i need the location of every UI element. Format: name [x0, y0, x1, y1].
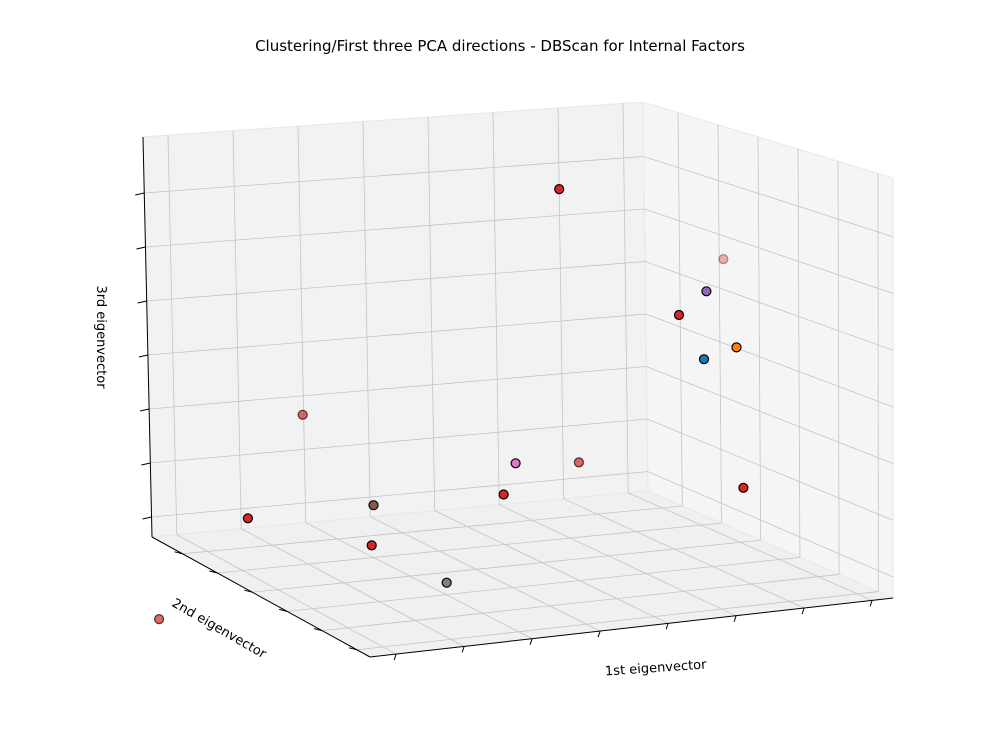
x-gridline-back — [622, 103, 629, 493]
y-gridline-floor — [252, 539, 761, 593]
scatter-point — [368, 500, 379, 511]
x-tick — [733, 615, 737, 622]
y-gridline-floor — [182, 505, 683, 555]
scatter-point — [731, 342, 742, 353]
scatter-point — [554, 184, 565, 195]
chart-panes — [142, 101, 895, 658]
x-tick — [869, 600, 873, 607]
x-gridline-floor — [241, 528, 465, 647]
y-gridline-floor — [321, 574, 840, 631]
scatter-point — [297, 409, 308, 420]
y-axis-label: 2nd eigenvector — [169, 596, 269, 662]
x-gridline-back — [427, 117, 436, 511]
z-gridline — [151, 471, 894, 578]
z-tick — [142, 516, 152, 520]
x-gridline-back — [492, 112, 500, 505]
z-tick — [140, 408, 150, 412]
y-tick — [174, 551, 183, 555]
y-gridline-side — [837, 161, 840, 575]
y-gridline-floor — [287, 556, 800, 612]
z-gridline — [147, 313, 894, 408]
scatter-point — [701, 286, 712, 297]
z-gridline — [149, 366, 894, 464]
chart-points — [154, 184, 749, 625]
y-tick — [279, 608, 288, 612]
z-tick — [136, 246, 146, 250]
scatter-point — [441, 577, 452, 588]
scatter-point — [242, 513, 253, 524]
y-gridline-side — [757, 136, 762, 541]
x-gridline-floor — [370, 516, 601, 632]
scatter-point — [673, 309, 685, 321]
chart-ticks — [135, 192, 873, 661]
x-gridline-floor — [563, 498, 805, 609]
z-gridline — [146, 261, 894, 351]
z-axis-line — [142, 136, 153, 538]
scatter-point — [154, 613, 165, 625]
y-tick — [313, 628, 323, 632]
y-tick — [348, 647, 358, 651]
y-gridline-side — [797, 149, 801, 558]
scatter-point — [718, 254, 729, 265]
back-pane — [142, 101, 649, 538]
z-tick — [137, 300, 147, 304]
y-gridline-side — [677, 112, 683, 506]
y-gridline-side — [717, 124, 722, 524]
y-gridline-floor — [356, 591, 879, 651]
x-tick — [597, 630, 601, 638]
x-tick — [393, 653, 397, 661]
y-gridline-floor — [217, 522, 722, 574]
x-tick — [461, 646, 465, 653]
chart-axes — [142, 136, 894, 658]
x-gridline-back — [557, 107, 565, 499]
x-gridline-floor — [627, 492, 873, 601]
z-gridline — [145, 208, 894, 294]
chart-gridlines — [144, 103, 894, 655]
scatter-point — [738, 482, 749, 493]
chart-title: Clustering/First three PCA directions - … — [255, 37, 745, 55]
x-gridline-floor — [305, 522, 533, 640]
z-tick — [135, 192, 145, 196]
y-axis-line — [151, 536, 371, 658]
scatter-point — [573, 457, 585, 468]
x-axis-line — [369, 597, 894, 658]
y-tick — [209, 570, 218, 574]
x-gridline-floor — [499, 504, 737, 617]
x-gridline-back — [362, 121, 371, 517]
x-tick — [801, 607, 805, 615]
scatter-point — [698, 354, 710, 365]
scatter-point — [366, 540, 377, 551]
x-tick — [529, 638, 533, 645]
z-axis-label: 3rd eigenvector — [93, 285, 108, 389]
x-tick — [665, 623, 669, 630]
z-tick — [138, 354, 149, 358]
z-gridline — [150, 418, 894, 521]
x-gridline-back — [297, 126, 307, 523]
z-tick — [141, 462, 151, 466]
x-gridline-back — [167, 135, 178, 535]
y-tick — [244, 589, 253, 593]
x-gridline-floor — [176, 534, 397, 655]
x-axis-label: 1st eigenvector — [605, 657, 708, 679]
x-gridline-floor — [434, 510, 669, 624]
z-gridline — [144, 156, 894, 238]
x-gridline-back — [232, 130, 242, 529]
scatter-point — [510, 458, 521, 469]
scatter-point — [498, 489, 509, 500]
